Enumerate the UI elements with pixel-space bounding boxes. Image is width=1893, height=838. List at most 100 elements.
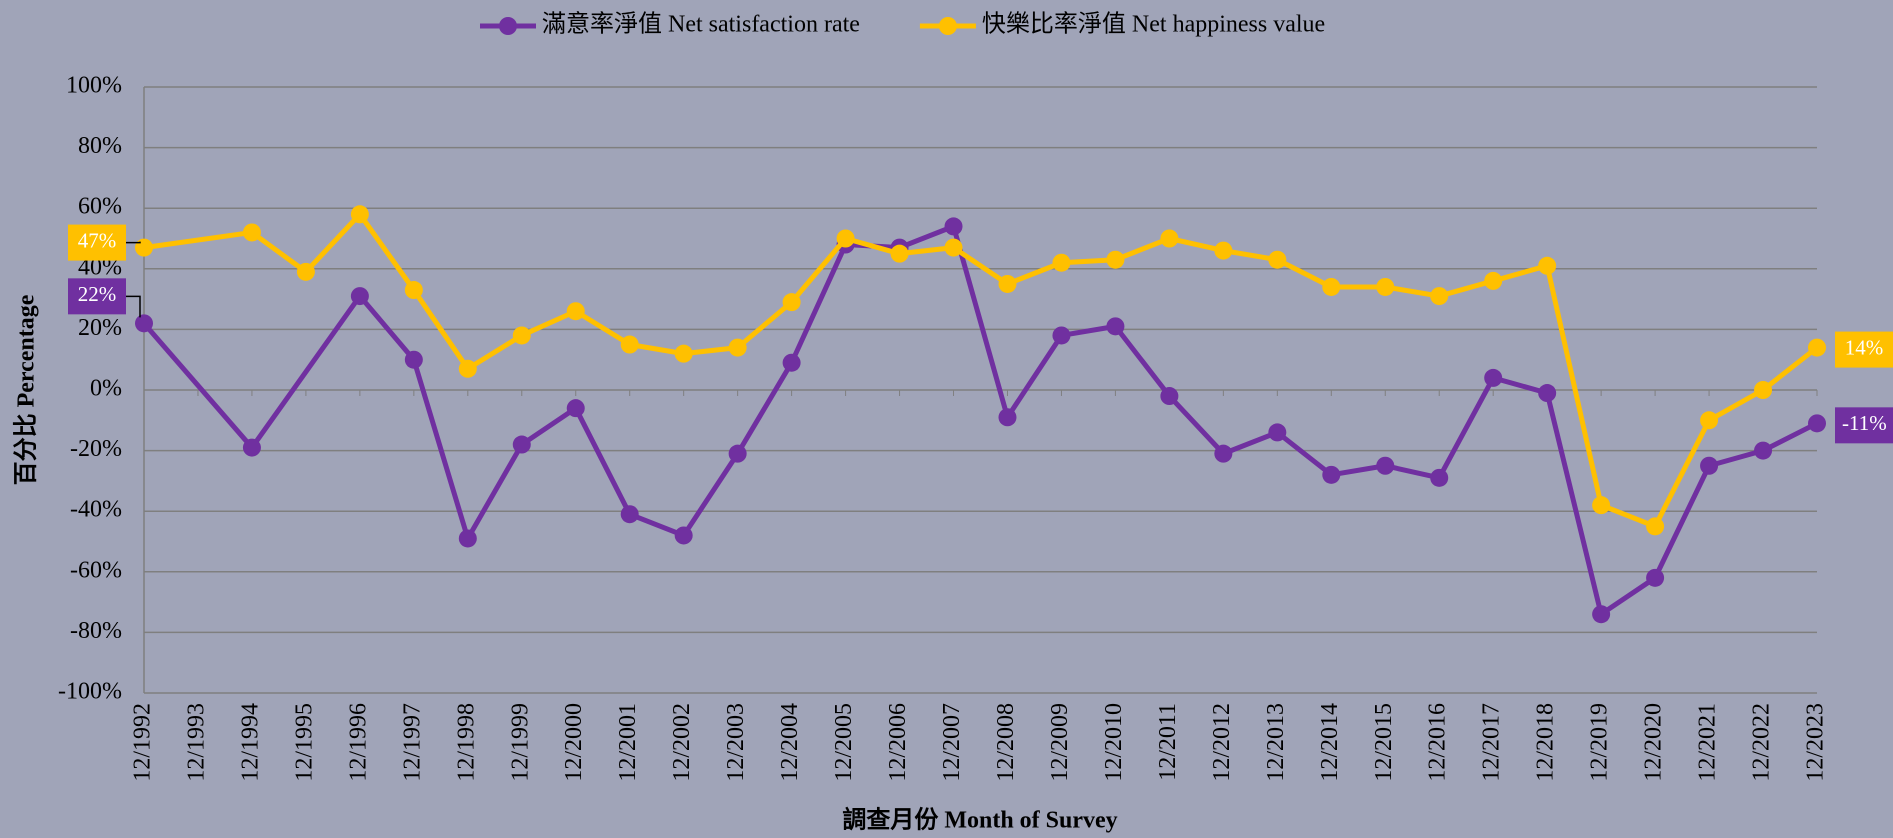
data-point (350, 205, 369, 224)
data-point (1430, 287, 1449, 306)
data-point (566, 399, 585, 418)
data-point (674, 344, 693, 363)
x-tick-label: 12/2002 (669, 703, 695, 782)
data-point (1484, 368, 1503, 387)
x-tick-label: 12/2000 (561, 703, 587, 782)
data-point (674, 526, 693, 545)
data-point (1268, 250, 1287, 269)
data-point (782, 353, 801, 372)
data-point (728, 338, 747, 357)
data-point (350, 287, 369, 306)
data-point (782, 293, 801, 312)
leader-line (126, 295, 141, 318)
value-label-box (68, 278, 126, 315)
data-point (1052, 253, 1071, 272)
x-tick-label: 12/2001 (615, 703, 641, 782)
data-point (1052, 326, 1071, 345)
data-point (1808, 338, 1826, 357)
data-point (998, 274, 1017, 293)
data-point (1700, 456, 1719, 475)
legend-label: 快樂比率淨值 Net happiness value (982, 11, 1325, 38)
y-tick-label: -20% (70, 436, 122, 462)
y-tick-label: 80% (78, 133, 122, 159)
x-tick-label: 12/2015 (1371, 703, 1397, 782)
legend: 滿意率淨值 Net satisfaction rate 快樂比率淨值 Net ha… (480, 11, 1325, 38)
x-tick-label: 12/2018 (1533, 703, 1559, 782)
data-point (890, 244, 909, 263)
value-label: 14% (1845, 335, 1884, 359)
x-tick-label: 12/2003 (723, 703, 749, 782)
data-point (1322, 277, 1341, 296)
data-point (1754, 381, 1773, 399)
data-point (944, 217, 963, 236)
data-point (1214, 444, 1233, 463)
value-label-box (1835, 331, 1893, 368)
y-tick-label: 0% (90, 376, 122, 402)
y-tick-label: -80% (70, 618, 122, 644)
data-point (1160, 387, 1179, 406)
data-point (998, 408, 1017, 427)
y-tick-label: -60% (70, 557, 122, 583)
data-point (1106, 250, 1125, 269)
y-axis-title: 百分比 Percentage (13, 294, 40, 485)
x-tick-label: 12/2020 (1641, 703, 1667, 782)
data-point (1538, 384, 1557, 403)
data-point (404, 281, 423, 300)
data-point (1592, 496, 1611, 515)
data-point (1160, 229, 1179, 248)
data-point (1106, 317, 1125, 336)
y-tick-label: 60% (78, 194, 122, 220)
x-tick-label: 12/1992 (130, 703, 156, 782)
leader-line (126, 241, 141, 244)
value-label: -11% (1842, 411, 1887, 435)
x-tick-label: 12/1995 (291, 703, 317, 782)
x-tick-label: 12/1993 (183, 703, 209, 782)
value-label: 22% (78, 282, 117, 306)
series-line (250, 211, 1819, 529)
data-point (458, 529, 477, 548)
gap-bridge (143, 229, 253, 251)
data-point (512, 326, 531, 345)
data-point (566, 302, 585, 321)
x-tick-label: 12/2008 (993, 703, 1019, 782)
legend-marker (938, 17, 957, 35)
legend-marker (499, 17, 517, 35)
data-point (1646, 517, 1665, 536)
x-tick-label: 12/2010 (1101, 703, 1127, 782)
data-point (620, 335, 639, 354)
data-point (620, 505, 639, 524)
value-label-box (68, 224, 126, 261)
y-tick-label: 100% (66, 73, 122, 99)
x-tick-label: 12/2009 (1047, 703, 1073, 782)
data-point (404, 350, 423, 369)
data-point (1322, 465, 1341, 484)
data-point (1430, 468, 1449, 487)
data-point (1268, 423, 1287, 442)
x-tick-label: 12/2019 (1587, 703, 1613, 782)
x-tick-label: 12/2016 (1425, 703, 1451, 782)
x-tick-label: 12/1996 (345, 703, 371, 782)
data-point (1754, 441, 1773, 460)
data-point (1592, 605, 1611, 624)
y-tick-label: -100% (58, 679, 122, 705)
data-point (1538, 256, 1557, 275)
data-point (1700, 411, 1719, 430)
gap-bridge (249, 294, 362, 450)
x-tick-label: 12/1999 (507, 703, 533, 782)
x-tick-label: 12/2007 (939, 703, 965, 782)
x-tick-label: 12/2011 (1155, 703, 1181, 781)
x-tick-label: 12/2017 (1479, 703, 1505, 782)
x-tick-label: 12/2022 (1749, 703, 1775, 782)
value-label-box (1835, 407, 1893, 444)
x-tick-label: 12/2004 (777, 703, 803, 782)
data-point (242, 438, 261, 457)
y-tick-label: 20% (78, 315, 122, 341)
x-tick-label: 12/2023 (1803, 703, 1829, 782)
data-point (1646, 568, 1665, 587)
x-tick-label: 12/2021 (1695, 703, 1721, 782)
series-line (357, 223, 1819, 617)
data-point (836, 229, 855, 248)
data-point (1808, 414, 1826, 433)
